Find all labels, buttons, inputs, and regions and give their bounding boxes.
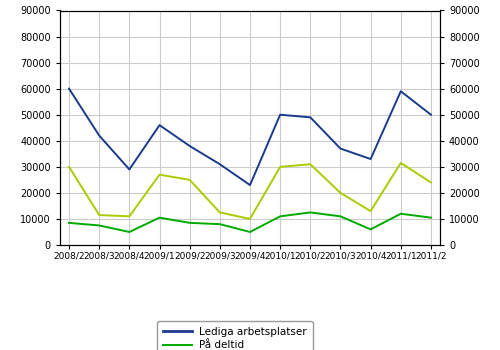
- Legend: Lediga arbetsplatser, På deltid, På viss tid: Lediga arbetsplatser, På deltid, På viss…: [157, 321, 312, 350]
